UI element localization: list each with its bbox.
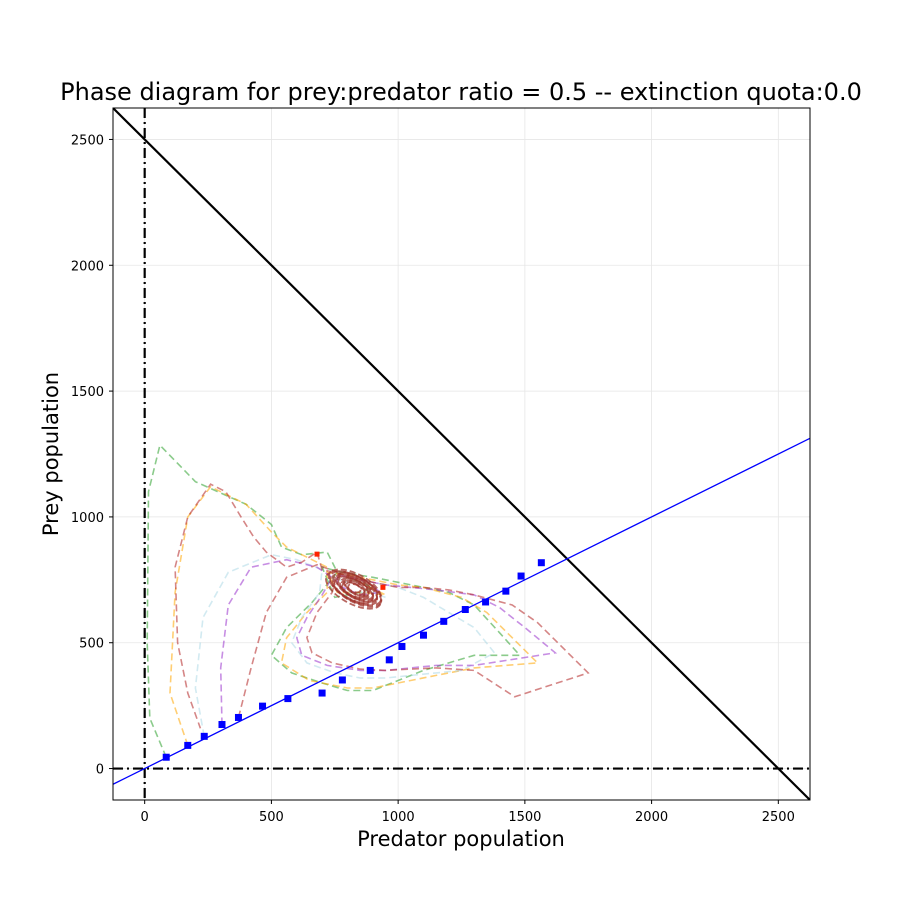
data-marker	[284, 695, 292, 703]
y-tick-label: 2000	[71, 259, 104, 274]
data-marker	[440, 617, 448, 625]
plot-frame	[112, 107, 811, 801]
data-marker	[162, 753, 170, 761]
x-tick-label: 500	[259, 810, 284, 825]
y-tick-label: 0	[96, 763, 104, 778]
reference-line	[113, 437, 810, 785]
trajectory-line	[174, 483, 590, 729]
trajectory-line	[219, 558, 558, 725]
y-tick-label: 2500	[71, 133, 104, 148]
x-tick-label: 1500	[508, 810, 541, 825]
data-marker	[461, 606, 469, 614]
limit-cycle-loop	[347, 583, 366, 597]
data-marker	[385, 656, 393, 664]
data-marker	[517, 572, 525, 580]
data-marker	[502, 587, 510, 595]
data-marker	[398, 643, 406, 651]
data-marker	[537, 559, 545, 567]
limit-cycle-loop	[345, 581, 362, 594]
data-marker	[338, 676, 346, 684]
x-tick-label: 2500	[762, 810, 795, 825]
y-axis: 0 500 1000 1500 2000 2500	[71, 133, 113, 778]
data-marker	[218, 721, 226, 729]
trajectory-line	[169, 485, 540, 746]
y-tick-label: 1500	[71, 385, 104, 400]
x-axis-label: Predator population	[357, 827, 565, 851]
y-tick-label: 1000	[71, 511, 104, 526]
data-marker	[318, 689, 326, 697]
y-tick-label: 500	[79, 637, 104, 652]
plot-area	[113, 108, 810, 800]
data-marker	[234, 713, 242, 721]
x-tick-label: 0	[141, 810, 149, 825]
y-axis-label: Prey population	[39, 372, 63, 536]
endpoint-marker	[380, 584, 386, 590]
chart-title: Phase diagram for prey:predator ratio = …	[60, 78, 862, 106]
data-marker	[366, 666, 374, 674]
data-marker	[184, 741, 192, 749]
data-marker	[259, 702, 267, 710]
x-tick-label: 1000	[382, 810, 415, 825]
reference-line	[113, 108, 810, 800]
data-marker	[200, 732, 208, 740]
limit-cycle-loop	[343, 577, 370, 597]
endpoint-marker	[314, 551, 320, 557]
trajectory-line	[146, 443, 522, 758]
x-axis: 0 500 1000 1500 2000 2500	[141, 800, 795, 825]
x-tick-label: 2000	[635, 810, 668, 825]
limit-cycle-loop	[334, 572, 379, 603]
data-marker	[482, 598, 490, 606]
data-marker	[419, 631, 427, 639]
